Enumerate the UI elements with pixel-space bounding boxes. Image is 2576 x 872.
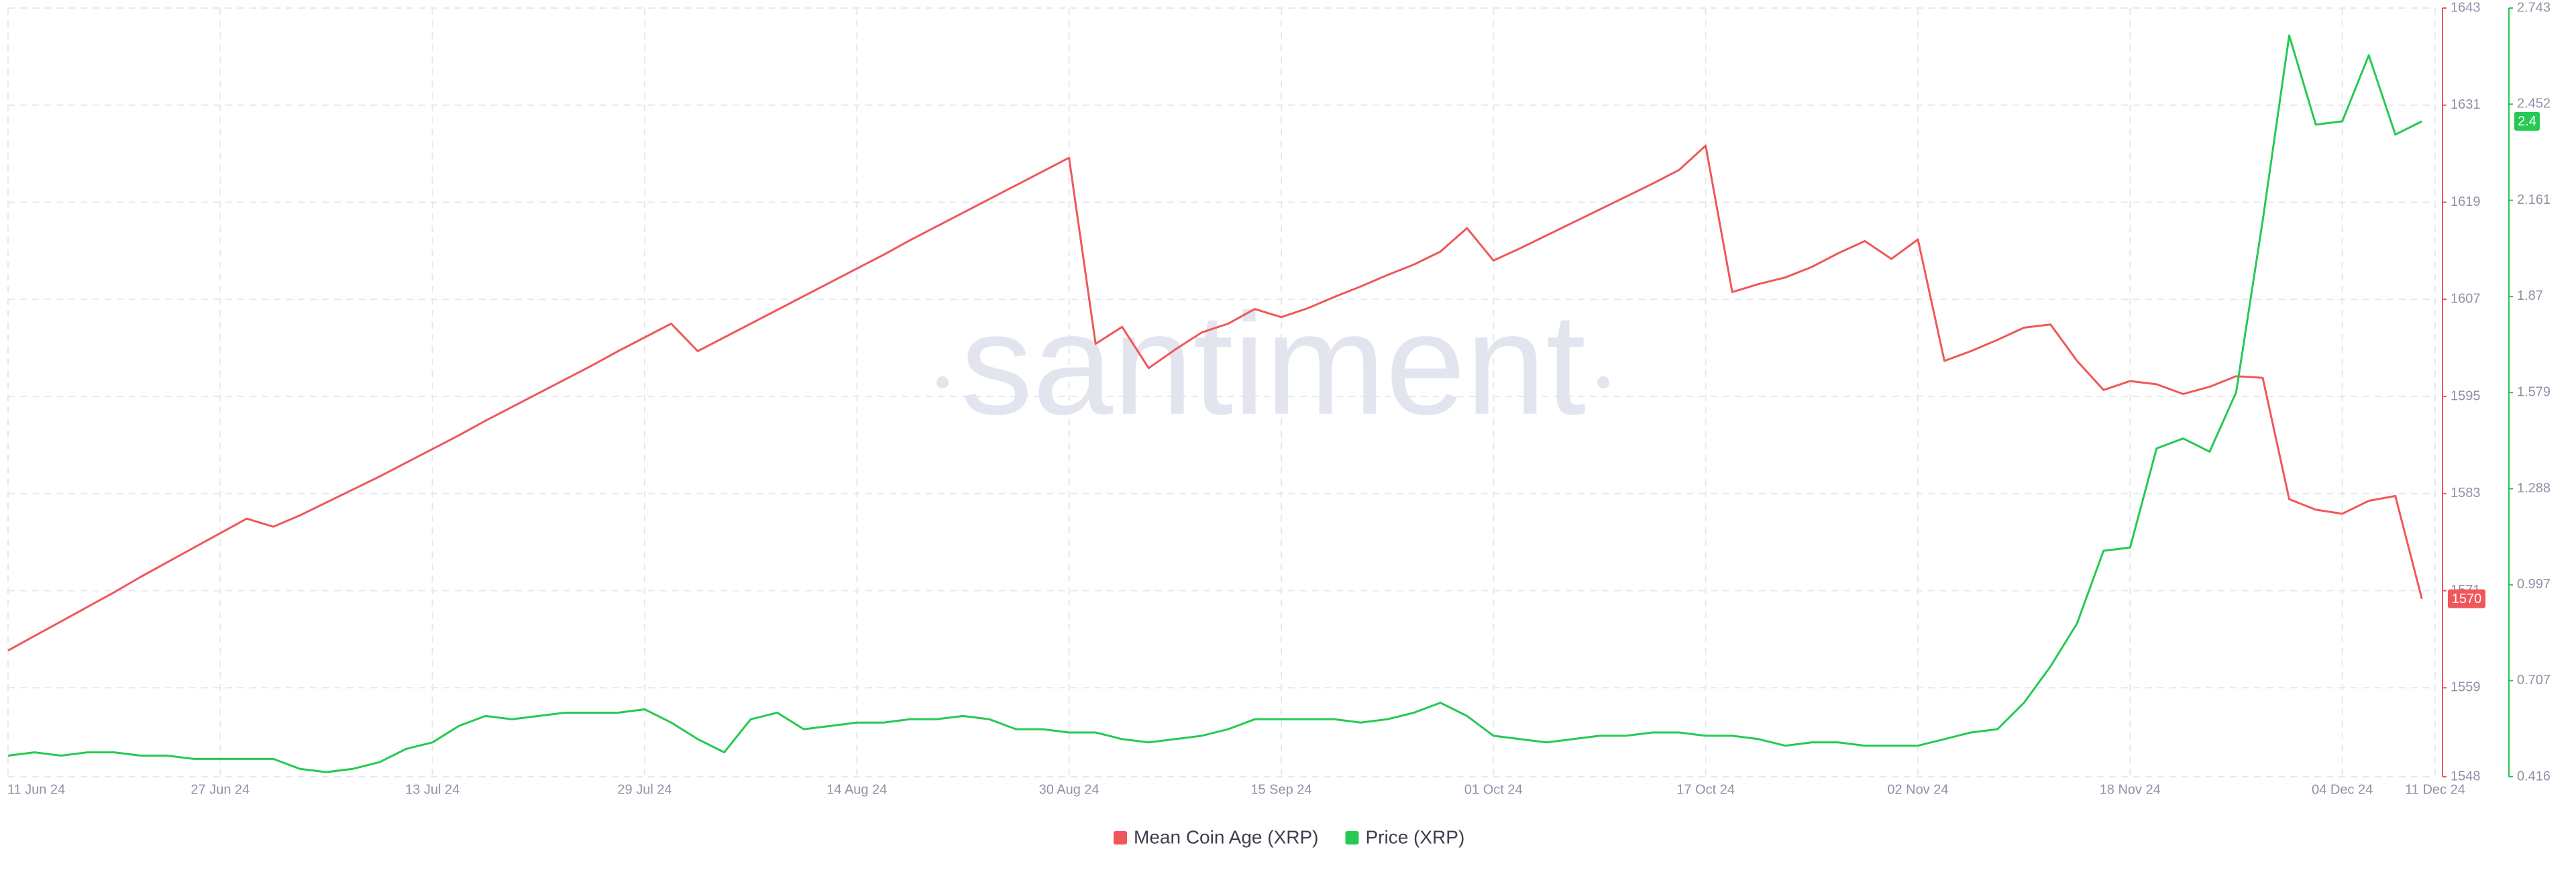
x-tick-label: 11 Jun 24 (7, 782, 65, 797)
y2-tick-label: 0.997 (2517, 577, 2551, 592)
value-badge-label: 1570 (2452, 592, 2482, 606)
grid (7, 7, 2436, 777)
x-tick-label: 02 Nov 24 (1887, 782, 1948, 797)
y2-tick-label: 1.288 (2517, 481, 2551, 496)
legend: Mean Coin Age (XRP) Price (XRP) (1114, 826, 1464, 847)
y2-tick-label: 0.707 (2517, 673, 2551, 688)
y-tick-label: 1595 (2451, 388, 2481, 403)
x-tick-label: 29 Jul 24 (617, 782, 672, 797)
x-tick-label: 27 Jun 24 (191, 782, 250, 797)
y2-tick-label: 0.416 (2517, 769, 2551, 783)
x-tick-label: 14 Aug 24 (826, 782, 887, 797)
x-tick-label: 17 Oct 24 (1676, 782, 1735, 797)
series-line (7, 34, 2422, 773)
x-tick-label: 15 Sep 24 (1250, 782, 1311, 797)
x-tick-label: 01 Oct 24 (1464, 782, 1523, 797)
x-tick-label: 18 Nov 24 (2100, 782, 2161, 797)
value-badge: 2.4 (2514, 111, 2540, 131)
legend-label: Mean Coin Age (XRP) (1134, 826, 1318, 847)
watermark-dot (936, 376, 949, 388)
y2-tick-label: 2.452 (2517, 97, 2551, 111)
y-tick-label: 1631 (2451, 97, 2481, 112)
x-tick-label: 13 Jul 24 (405, 782, 460, 797)
y-tick-label: 1583 (2451, 486, 2481, 500)
y-tick-label: 1607 (2451, 292, 2481, 307)
value-badge-box (2448, 589, 2485, 608)
x-tick-label: 11 Dec 24 (2405, 782, 2465, 797)
y2-tick-label: 1.87 (2517, 288, 2543, 303)
y-tick-label: 1619 (2451, 195, 2481, 209)
x-tick-label: 30 Aug 24 (1039, 782, 1099, 797)
legend-label: Price (XRP) (1365, 826, 1464, 847)
watermark: santiment (936, 283, 1609, 445)
watermark-text: santiment (961, 283, 1586, 445)
value-badge-label: 2.4 (2518, 114, 2536, 129)
watermark-dot (1597, 376, 1609, 388)
value-badge-box (2514, 111, 2540, 131)
y-tick-label: 1559 (2451, 680, 2481, 695)
series-line (7, 144, 2423, 652)
y2-tick-label: 2.743 (2517, 0, 2551, 15)
value-badge: 1570 (2448, 589, 2485, 608)
y2-tick-label: 1.579 (2517, 385, 2551, 400)
legend-swatch (1114, 831, 1127, 844)
legend-swatch (1345, 831, 1359, 844)
y-tick-label: 1548 (2451, 769, 2481, 783)
x-tick-label: 04 Dec 24 (2312, 782, 2373, 797)
y-tick-label: 1643 (2451, 0, 2481, 15)
y2-tick-label: 2.161 (2517, 193, 2551, 207)
